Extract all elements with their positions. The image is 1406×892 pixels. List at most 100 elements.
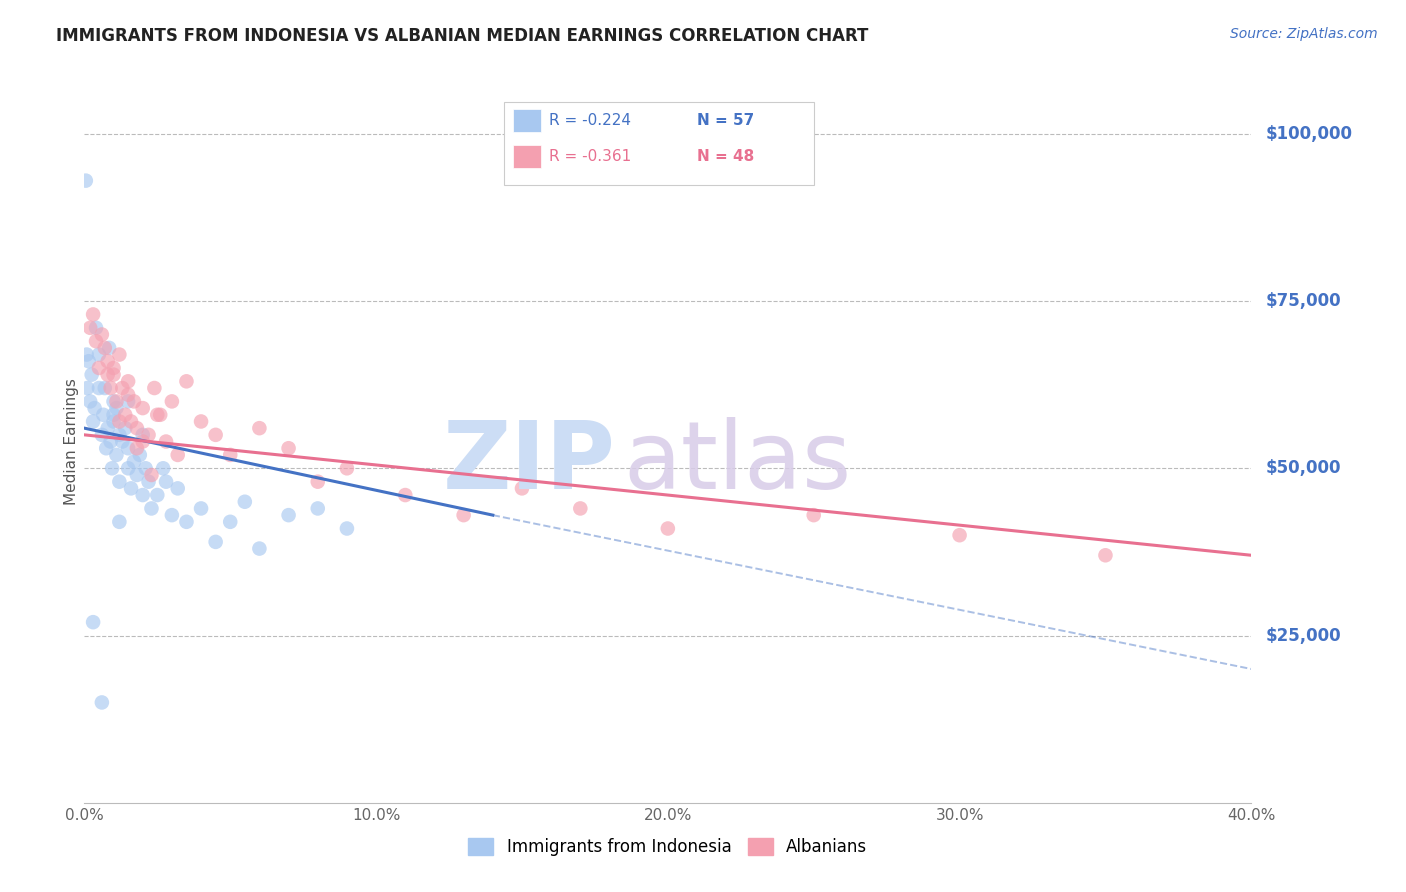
Point	[79, 320, 101, 334]
Point	[103, 361, 125, 376]
FancyBboxPatch shape	[513, 145, 541, 169]
Point	[97, 421, 120, 435]
Point	[108, 427, 131, 442]
Legend: Immigrants from Indonesia, Albanians: Immigrants from Indonesia, Albanians	[461, 831, 875, 863]
Point	[277, 441, 299, 455]
Point	[100, 434, 122, 449]
Point	[108, 475, 131, 489]
Point	[190, 501, 212, 516]
Point	[204, 427, 226, 442]
Point	[105, 448, 128, 462]
Point	[97, 368, 120, 382]
Text: N = 48: N = 48	[697, 149, 754, 163]
Point	[190, 414, 212, 428]
Point	[105, 401, 128, 416]
Point	[141, 467, 163, 482]
Point	[125, 441, 148, 455]
Point	[75, 173, 97, 188]
Point	[132, 488, 155, 502]
Point	[90, 327, 112, 342]
Point	[146, 488, 169, 502]
Point	[141, 501, 163, 516]
Point	[132, 427, 155, 442]
Point	[108, 348, 131, 362]
Point	[249, 541, 271, 556]
Point	[117, 387, 139, 401]
Point	[176, 375, 198, 389]
Point	[96, 441, 118, 455]
Point	[138, 475, 160, 489]
Point	[219, 448, 242, 462]
Point	[657, 521, 679, 535]
Point	[394, 488, 416, 502]
Point	[80, 368, 103, 382]
Point	[1094, 548, 1116, 563]
Point	[108, 414, 131, 428]
Point	[76, 348, 98, 362]
Text: ZIP: ZIP	[443, 417, 616, 509]
Point	[87, 381, 110, 395]
Point	[125, 467, 148, 482]
Point	[76, 381, 98, 395]
Point	[111, 434, 134, 449]
Point	[90, 427, 112, 442]
Point	[233, 494, 256, 508]
Point	[83, 401, 105, 416]
Text: $25,000: $25,000	[1265, 626, 1341, 645]
Point	[90, 696, 112, 710]
Text: atlas: atlas	[623, 417, 852, 509]
Point	[117, 375, 139, 389]
Point	[101, 461, 124, 475]
Point	[94, 341, 117, 355]
Point	[949, 528, 972, 542]
Point	[114, 421, 136, 435]
Point	[138, 427, 160, 442]
Text: $75,000: $75,000	[1265, 292, 1341, 310]
FancyBboxPatch shape	[505, 102, 814, 185]
Point	[149, 408, 172, 422]
Point	[94, 381, 117, 395]
Point	[128, 448, 150, 462]
Point	[122, 394, 145, 409]
Point	[803, 508, 825, 523]
Point	[176, 515, 198, 529]
Point	[77, 354, 100, 368]
Point	[307, 501, 329, 516]
Text: IMMIGRANTS FROM INDONESIA VS ALBANIAN MEDIAN EARNINGS CORRELATION CHART: IMMIGRANTS FROM INDONESIA VS ALBANIAN ME…	[56, 27, 869, 45]
Point	[120, 414, 142, 428]
Text: N = 57: N = 57	[697, 112, 754, 128]
Point	[84, 334, 107, 348]
Point	[143, 381, 166, 395]
Point	[160, 394, 183, 409]
Point	[155, 475, 177, 489]
FancyBboxPatch shape	[513, 109, 541, 132]
Point	[160, 508, 183, 523]
Point	[120, 482, 142, 496]
Point	[103, 368, 125, 382]
Point	[100, 381, 122, 395]
Text: R = -0.361: R = -0.361	[548, 149, 631, 163]
Point	[510, 482, 533, 496]
Point	[108, 515, 131, 529]
Text: $100,000: $100,000	[1265, 125, 1353, 143]
Point	[97, 354, 120, 368]
Point	[117, 394, 139, 409]
Point	[111, 381, 134, 395]
Point	[453, 508, 475, 523]
Point	[219, 515, 242, 529]
Point	[98, 341, 121, 355]
Point	[84, 320, 107, 334]
Text: R = -0.224: R = -0.224	[548, 112, 631, 128]
Point	[117, 461, 139, 475]
Point	[82, 414, 104, 428]
Point	[569, 501, 592, 516]
Point	[336, 461, 359, 475]
Point	[166, 482, 188, 496]
Point	[87, 361, 110, 376]
Y-axis label: Median Earnings: Median Earnings	[63, 378, 79, 505]
Point	[155, 434, 177, 449]
Point	[249, 421, 271, 435]
Point	[103, 394, 125, 409]
Point	[336, 521, 359, 535]
Point	[105, 394, 128, 409]
